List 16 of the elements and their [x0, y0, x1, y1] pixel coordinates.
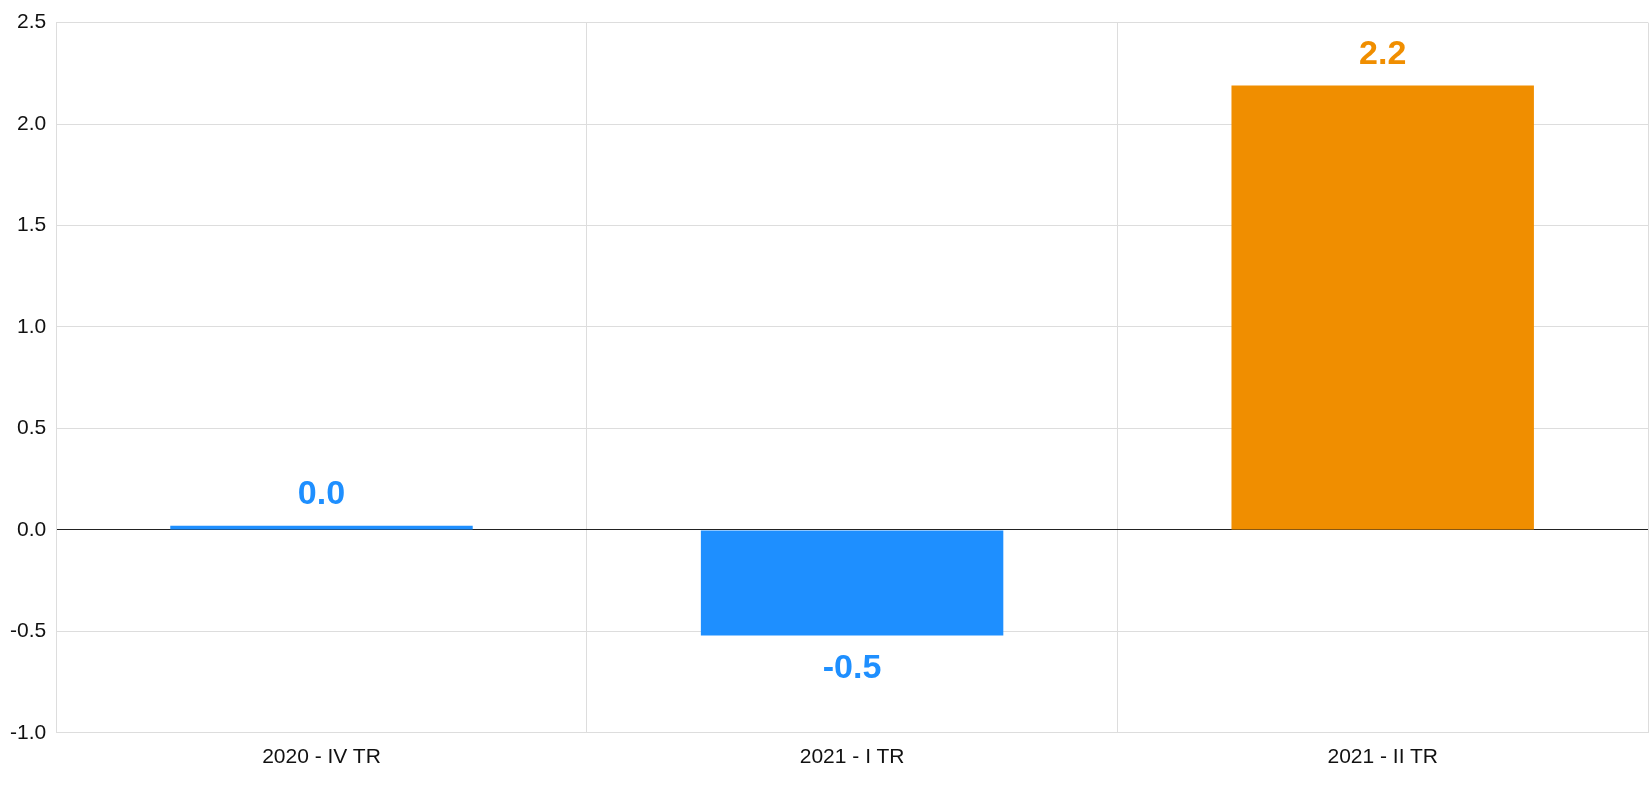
y-tick-label: -0.5 — [10, 618, 47, 642]
y-tick-label: 0.5 — [16, 415, 47, 439]
y-tick-label: -1.0 — [10, 719, 47, 743]
y-tick-label: 1.0 — [16, 313, 47, 337]
x-tick-label: 2020 - IV TR — [262, 744, 381, 768]
x-tick-label: 2021 - I TR — [799, 744, 905, 768]
x-tick-label: 2021 - II TR — [1327, 744, 1438, 768]
y-tick-label: 2.0 — [16, 110, 47, 134]
data-label: -0.5 — [822, 646, 882, 685]
y-tick-label: 0.0 — [16, 516, 47, 540]
y-tick-label: 2.5 — [16, 9, 47, 33]
data-label: 2.2 — [1359, 32, 1407, 71]
bar — [1231, 85, 1534, 530]
bar — [700, 530, 1004, 636]
data-label: 0.0 — [297, 473, 346, 512]
y-tick-label: 1.5 — [16, 212, 47, 236]
